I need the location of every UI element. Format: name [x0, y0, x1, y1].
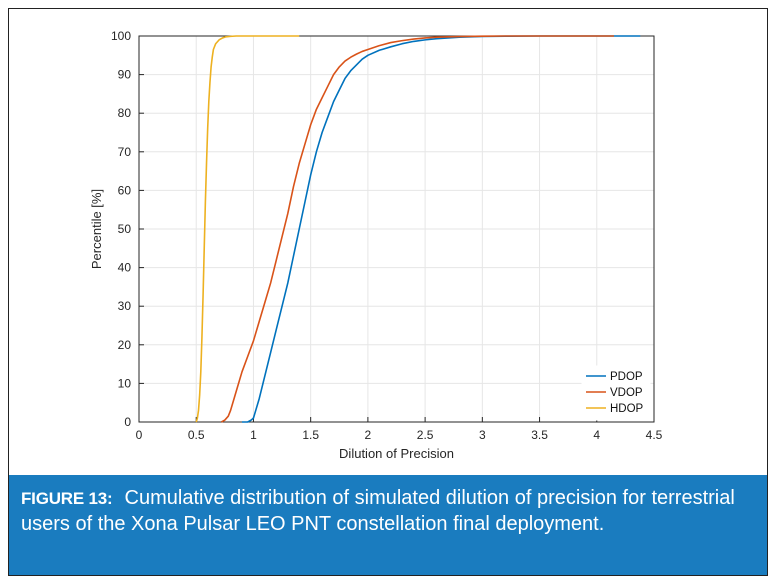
x-tick-label: 1: [250, 428, 257, 442]
x-tick-label: 3.5: [531, 428, 548, 442]
x-tick-label: 1.5: [302, 428, 319, 442]
legend: PDOP VDOP HDOP: [581, 365, 651, 421]
y-tick-label: 80: [118, 106, 132, 120]
x-axis-title: Dilution of Precision: [339, 446, 454, 461]
x-tick-label: 0: [136, 428, 143, 442]
x-tick-label: 2.5: [417, 428, 434, 442]
legend-label-vdop: VDOP: [610, 387, 643, 399]
y-tick-label: 40: [118, 261, 132, 275]
chart: 0 0.5 1 1.5 2 2.5 3 3.5 4 4.5 0 10 20 30 40 50 60 70 80 90 1…: [9, 9, 767, 475]
series-line-vdop: [221, 35, 614, 423]
series-lines: [195, 35, 641, 423]
y-tick-label: 10: [118, 376, 132, 390]
caption-text: Cumulative distribution of simulated dil…: [21, 487, 735, 535]
y-tick-label: 20: [118, 338, 132, 352]
y-tick-label: 50: [118, 222, 132, 236]
caption-label: FIGURE 13:: [21, 489, 113, 508]
axis-ticks: 0 0.5 1 1.5 2 2.5 3 3.5 4 4.5 0 10 20 30 40 50 60 70 80 90 1…: [111, 29, 663, 442]
series-line-hdop: [195, 35, 300, 423]
y-tick-label: 60: [118, 183, 132, 197]
x-tick-label: 4: [593, 428, 600, 442]
legend-label-hdop: HDOP: [610, 403, 644, 415]
y-tick-label: 0: [124, 415, 131, 429]
figure-caption: FIGURE 13: Cumulative distribution of sim…: [9, 475, 767, 575]
y-axis-title: Percentile [%]: [89, 189, 104, 269]
y-tick-label: 70: [118, 145, 132, 159]
x-tick-label: 2: [365, 428, 372, 442]
x-tick-label: 3: [479, 428, 486, 442]
legend-label-pdop: PDOP: [610, 371, 643, 383]
x-tick-label: 4.5: [646, 428, 663, 442]
legend-box: [581, 365, 651, 421]
y-tick-label: 30: [118, 299, 132, 313]
y-tick-label: 100: [111, 29, 131, 43]
y-tick-label: 90: [118, 68, 132, 82]
x-tick-label: 0.5: [188, 428, 205, 442]
